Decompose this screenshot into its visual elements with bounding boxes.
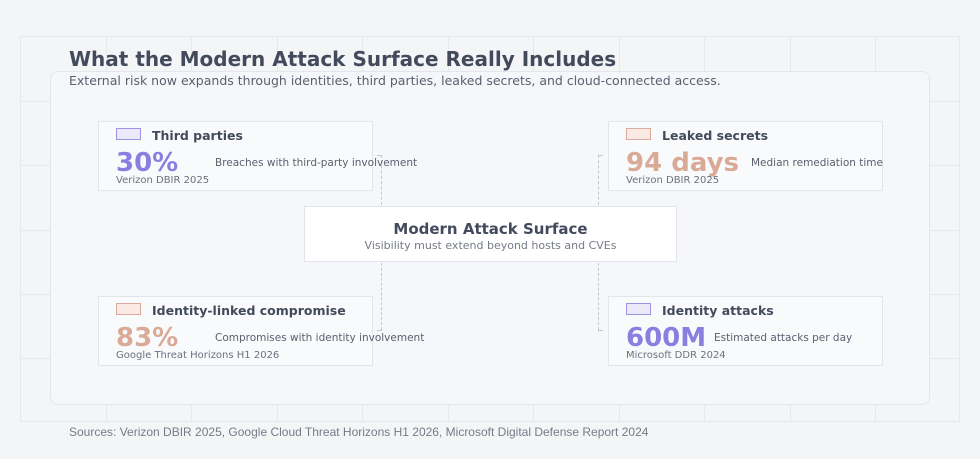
legend-swatch-icon [116,303,141,315]
card-source: Verizon DBIR 2025 [116,175,210,186]
card-source: Microsoft DDR 2024 [626,350,726,361]
sources-footnote: Sources: Verizon DBIR 2025, Google Cloud… [69,425,649,439]
card-title: Third parties [152,128,243,143]
card-source: Verizon DBIR 2025 [626,175,720,186]
card-title: Identity attacks [662,303,774,318]
connector-top-right [598,155,599,205]
card-title: Leaked secrets [662,128,769,143]
center-node-modern-attack-surface: Modern Attack Surface Visibility must ex… [304,206,677,262]
legend-swatch-icon [626,128,651,140]
card-leaked-secrets: Leaked secrets 94 days Median remediatio… [608,121,883,191]
legend-swatch-icon [116,128,141,140]
card-value: 600M [626,323,707,353]
page-subtitle: External risk now expands through identi… [69,73,721,88]
card-value: 30% [116,148,179,178]
card-value: 94 days [626,148,740,178]
connector-bottom-right [598,263,599,330]
legend-swatch-icon [626,303,651,315]
card-description: Median remediation time [751,157,883,169]
card-description: Breaches with third-party involvement [215,157,418,169]
card-value: 83% [116,323,179,353]
page-title: What the Modern Attack Surface Really In… [69,47,617,71]
center-title: Modern Attack Surface [393,220,588,238]
center-subtitle: Visibility must extend beyond hosts and … [364,239,617,252]
card-source: Google Threat Horizons H1 2026 [116,350,280,361]
card-description: Estimated attacks per day [714,332,853,344]
card-title: Identity-linked compromise [152,303,346,318]
connector-bottom-left [381,263,382,330]
card-description: Compromises with identity involvement [215,332,425,344]
connector-top-left [381,155,382,205]
card-identity-attacks: Identity attacks 600M Estimated attacks … [608,296,883,366]
card-identity-linked-compromise: Identity-linked compromise 83% Compromis… [98,296,424,366]
card-third-parties: Third parties 30% Breaches with third-pa… [98,121,417,191]
